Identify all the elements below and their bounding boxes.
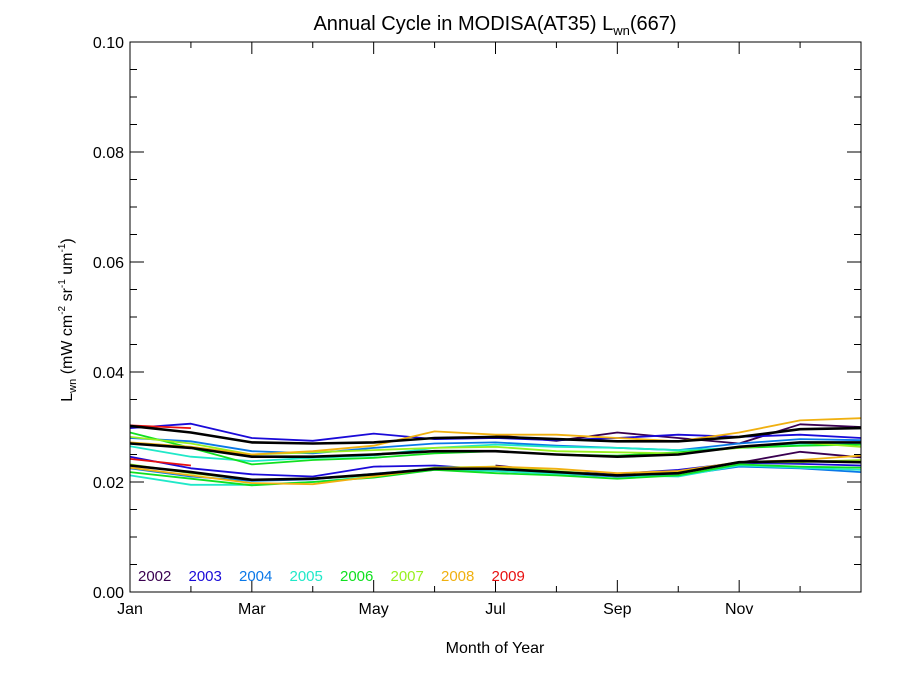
x-tick-label: Nov: [725, 601, 753, 618]
y-axis-label-units-part: sr: [59, 287, 76, 305]
y-tick-label: 0.00: [93, 585, 124, 602]
legend: 2002 2003 2004 2005 2006 2007 2008 2009: [138, 568, 525, 585]
y-axis-label-units-part: (mW cm: [59, 315, 76, 379]
plot-frame: [129, 41, 862, 593]
x-tick-label: Mar: [238, 601, 266, 618]
series-line-2004-upper: [129, 437, 862, 455]
x-tick-label: Sep: [603, 601, 632, 618]
y-axis-label-units-part: um: [59, 253, 76, 280]
legend-entry-2008: 2008: [441, 568, 474, 585]
x-tick-label: May: [359, 601, 389, 618]
y-axis-label-units-part: ): [59, 238, 76, 243]
series-line-mean-mean-upper: [129, 424, 862, 445]
plot-series-group: [129, 417, 862, 487]
y-axis-label-subscript: wn: [67, 379, 79, 394]
y-axis-label: Lwn (mW cm-2 sr-1 um-1): [57, 238, 79, 401]
legend-entry-2007: 2007: [391, 568, 424, 585]
series-line-mean-mean-lower: [129, 459, 862, 482]
y-tick-label: 0.06: [93, 255, 124, 272]
legend-entry-2005: 2005: [290, 568, 323, 585]
legend-entry-2003: 2003: [189, 568, 222, 585]
y-tick-label: 0.08: [93, 145, 124, 162]
y-axis-label-superscript: -2: [57, 305, 68, 314]
chart-title: Annual Cycle in MODISA(AT35) Lwn(667): [313, 13, 676, 38]
axes-group: [129, 41, 862, 593]
legend-entry-2006: 2006: [340, 568, 373, 585]
legend-entry-2009: 2009: [492, 568, 525, 585]
legend-entry-2002: 2002: [138, 568, 171, 585]
x-tick-label: Jan: [117, 601, 143, 618]
y-axis-label-symbol: L: [59, 393, 76, 402]
x-tick-label: Jul: [485, 601, 505, 618]
x-axis-label: Month of Year: [446, 640, 545, 657]
y-axis-label-units: (mW cm-2 sr-1 um-1): [57, 238, 76, 378]
legend-entry-2004: 2004: [239, 568, 272, 585]
tick-labels-group: Jan Mar May Jul Sep Nov 0.00 0.02 0.04 0.06 0.08 0.…: [93, 35, 754, 618]
series-line-2009-lower: [129, 458, 191, 467]
chart-title-tail: (667): [630, 13, 677, 35]
y-tick-label: 0.04: [93, 365, 124, 382]
chart-title-subscript: wn: [612, 23, 630, 38]
series-line-2008-upper: [129, 417, 862, 456]
series-line-mean-mean-mid: [129, 441, 861, 459]
y-axis-label-superscript: -1: [57, 279, 68, 288]
y-axis-label-superscript: -1: [57, 243, 68, 252]
y-tick-label: 0.02: [93, 475, 124, 492]
y-tick-label: 0.10: [93, 35, 124, 52]
series-line-2006-lower: [129, 463, 862, 487]
series-line-2003-upper: [129, 422, 862, 442]
chart-title-main: Annual Cycle in MODISA(AT35) L: [313, 13, 613, 35]
